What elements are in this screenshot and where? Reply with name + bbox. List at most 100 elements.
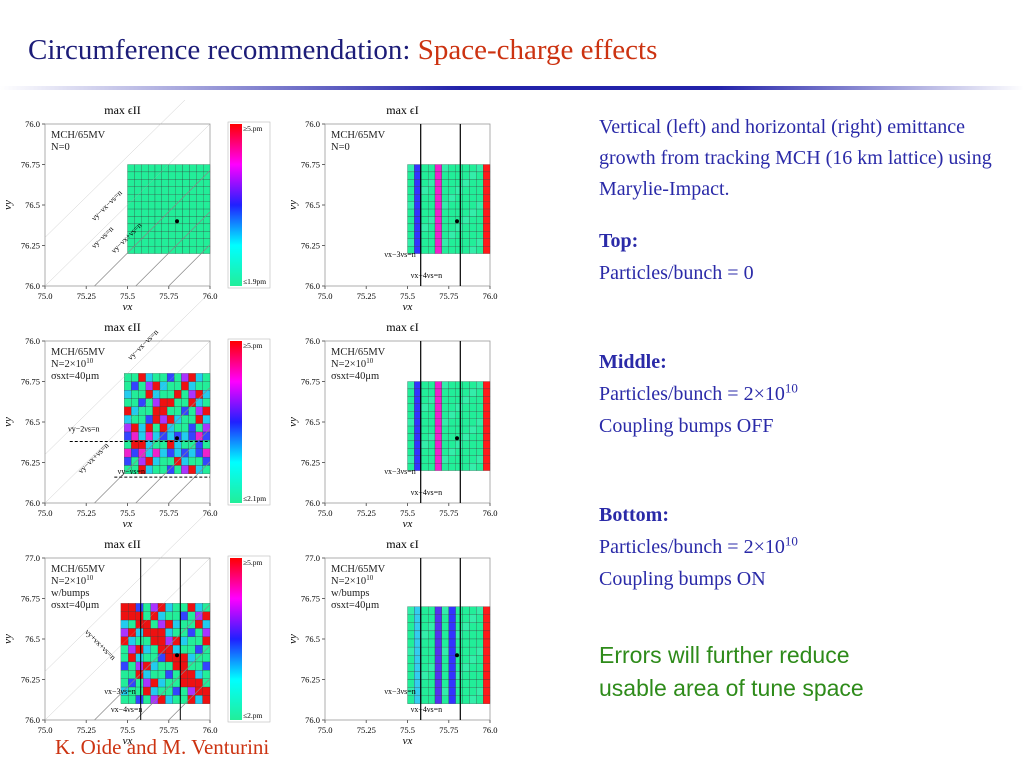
heatmap-cell <box>131 415 139 424</box>
heatmap-cell <box>203 194 211 202</box>
heatmap-cell <box>476 630 484 640</box>
panel-info: w/bumps <box>331 588 370 599</box>
y-tick-label: 76.75 <box>301 377 320 387</box>
heatmap-cell <box>150 636 159 646</box>
heatmap-cell <box>131 373 139 382</box>
heatmap-cell <box>202 448 211 458</box>
heatmap-cell <box>135 678 144 688</box>
heatmap-cell <box>165 653 173 663</box>
heatmap-cell <box>448 638 456 648</box>
heatmap-cell <box>448 671 456 680</box>
heatmap-cell <box>455 606 463 615</box>
y-tick-label: 76.0 <box>25 498 40 508</box>
heatmap-cell <box>174 381 182 391</box>
heatmap-cell <box>469 630 477 640</box>
heatmap-cell <box>476 663 484 672</box>
heatmap-cell <box>441 231 449 239</box>
x-tick-label: 75.25 <box>357 508 376 518</box>
heatmap-cell <box>127 171 135 180</box>
y-tick-label: 76.25 <box>301 241 320 251</box>
heatmap-cell <box>448 687 456 696</box>
heatmap-cell <box>441 238 449 247</box>
heatmap-cell <box>182 223 190 232</box>
x-axis-label: νx <box>123 735 133 747</box>
heatmap-cell <box>148 171 156 180</box>
heatmap-cell <box>469 606 477 615</box>
heatmap-cell <box>462 381 470 390</box>
heatmap-cell <box>448 606 456 615</box>
heatmap-cell <box>455 403 463 412</box>
heatmap-cell <box>148 246 156 254</box>
heatmap-cell <box>180 619 188 629</box>
heatmap-cell <box>128 645 136 654</box>
heatmap-cell <box>407 614 415 623</box>
heatmap-cell <box>154 179 162 187</box>
heatmap-cell <box>166 431 175 441</box>
resonance-line <box>44 509 211 672</box>
panel-info: σsxt=40μm <box>51 600 99 611</box>
heatmap-cell <box>407 396 415 404</box>
heatmap-cell <box>455 679 463 688</box>
heatmap-cell <box>483 164 491 173</box>
heatmap-cell <box>483 194 491 202</box>
resonance-line <box>44 100 186 238</box>
heatmap-cell <box>448 201 456 210</box>
heatmap-cell <box>138 390 146 399</box>
heatmap-cell <box>175 246 183 254</box>
x-tick-label: 75.0 <box>318 725 333 735</box>
heatmap-cell <box>154 194 162 202</box>
heatmap-cell <box>407 630 415 640</box>
heatmap-cell <box>154 238 162 247</box>
heatmap-cell <box>434 179 442 187</box>
heatmap-cell <box>441 663 449 672</box>
heatmap-cell <box>161 194 169 202</box>
heatmap-cell <box>441 171 449 180</box>
heatmap-cell <box>462 186 470 195</box>
x-tick-label: 75.0 <box>38 508 53 518</box>
y-tick-label: 76.0 <box>25 336 40 346</box>
heatmap-cell <box>196 208 204 217</box>
plots: max ϵIIMCH/65MVN=0νy−νx−νs=nνy−νs=nνy−νx… <box>0 100 572 747</box>
heatmap-cell <box>124 381 132 391</box>
x-tick-label: 75.5 <box>120 291 135 301</box>
heatmap-cell <box>462 403 470 412</box>
heatmap-cell <box>196 223 204 232</box>
heatmap-cell <box>483 396 491 404</box>
heatmap-cell <box>131 390 139 399</box>
heatmap-cell <box>150 695 159 704</box>
heatmap-cell <box>434 186 442 195</box>
panel-heading: max ϵI <box>386 103 419 117</box>
heatmap-cell <box>434 238 442 247</box>
heatmap-cell <box>434 418 442 427</box>
heatmap-cell <box>469 440 477 449</box>
resonance-line <box>94 604 211 721</box>
heatmap-cell <box>462 201 470 210</box>
heatmap-cell <box>175 231 183 239</box>
heatmap-cell <box>448 679 456 688</box>
heatmap-cell <box>182 194 190 202</box>
heatmap-cell <box>134 201 142 210</box>
heatmap-cell <box>407 655 415 664</box>
heatmap-cell <box>166 390 175 399</box>
heatmap-cell <box>187 670 196 679</box>
section-line: Particles/bunch = 2×1010 <box>599 378 999 410</box>
heatmap-cell <box>143 670 151 679</box>
heatmap-cell <box>462 687 470 696</box>
heatmap-cell <box>150 628 159 637</box>
heatmap-cell <box>469 622 477 632</box>
heatmap-cell <box>159 398 168 408</box>
heatmap-cell <box>150 670 159 679</box>
heatmap-cell <box>166 406 175 416</box>
heatmap-cell <box>165 628 173 637</box>
heatmap-cell <box>421 695 429 704</box>
heatmap-cell <box>434 655 442 664</box>
heatmap-cell <box>462 663 470 672</box>
heatmap-cell <box>131 456 139 466</box>
closing-line: Errors will further reduce <box>599 642 850 668</box>
heatmap-cell <box>434 630 442 640</box>
heatmap-cell <box>135 661 144 671</box>
heatmap-cell <box>469 396 477 404</box>
heatmap-cell <box>407 403 415 412</box>
heatmap-cell <box>448 663 456 672</box>
heatmap-cell <box>120 619 129 629</box>
